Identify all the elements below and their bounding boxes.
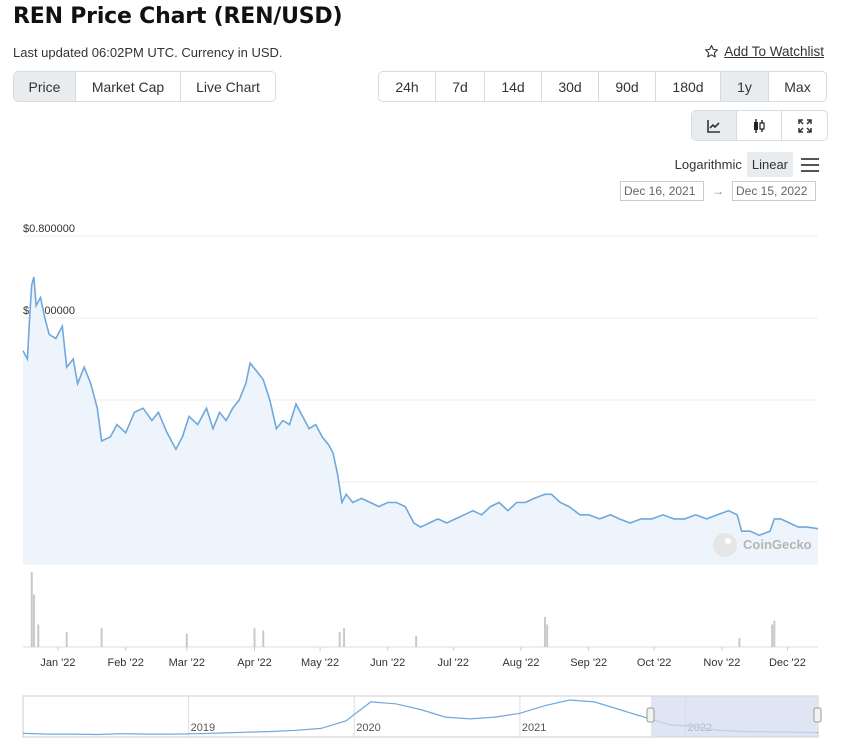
range-30d-button[interactable]: 30d — [542, 72, 599, 101]
linear-scale-button[interactable]: Linear — [746, 152, 793, 177]
volume-bar — [262, 630, 265, 647]
logarithmic-scale-button[interactable]: Logarithmic — [674, 157, 742, 172]
metric-tabs: Price Market Cap Live Chart — [13, 71, 276, 102]
navigator-left-handle[interactable] — [646, 707, 655, 723]
navigator-selection[interactable] — [651, 696, 817, 737]
volume-bar — [738, 638, 741, 647]
volume-bar — [546, 624, 549, 647]
last-updated-text: Last updated 06:02PM UTC. Currency in US… — [13, 45, 283, 60]
hamburger-menu-icon[interactable] — [801, 157, 819, 172]
line-chart-button[interactable] — [692, 111, 737, 140]
candlestick-button[interactable] — [737, 111, 782, 140]
y-tick-label: $0.800000 — [23, 223, 75, 235]
watchlist-label: Add To Watchlist — [724, 44, 824, 59]
volume-bar — [32, 594, 35, 647]
navigator-year-label: 2021 — [522, 722, 546, 734]
range-14d-button[interactable]: 14d — [485, 72, 542, 101]
volume-bar — [415, 635, 418, 647]
x-tick-label: Jun '22 — [370, 657, 405, 669]
watermark-label: CoinGecko — [743, 537, 812, 552]
range-180d-button[interactable]: 180d — [656, 72, 721, 101]
date-arrow: → — [712, 184, 724, 198]
range-24h-button[interactable]: 24h — [379, 72, 436, 101]
volume-bar — [100, 628, 103, 647]
volume-bar — [37, 624, 40, 647]
volume-bar — [338, 632, 341, 647]
x-tick-label: Nov '22 — [703, 657, 740, 669]
x-tick-label: Feb '22 — [107, 657, 143, 669]
page-title: REN Price Chart (REN/USD) — [13, 4, 343, 29]
add-to-watchlist-link[interactable]: Add To Watchlist — [704, 44, 824, 59]
navigator-right-handle[interactable] — [813, 707, 822, 723]
date-range-picker: Dec 16, 2021 → Dec 15, 2022 — [620, 181, 816, 201]
x-tick-label: Jan '22 — [40, 657, 75, 669]
navigator-year-label: 2019 — [191, 722, 215, 734]
star-icon — [705, 45, 719, 58]
volume-bar — [185, 633, 188, 647]
tab-live-chart[interactable]: Live Chart — [196, 78, 260, 95]
scale-toggle: Logarithmic Linear — [670, 152, 819, 177]
range-max-button[interactable]: Max — [784, 78, 811, 95]
date-from-input[interactable]: Dec 16, 2021 — [620, 181, 704, 201]
range-90d-button[interactable]: 90d — [599, 72, 656, 101]
tab-market-cap[interactable]: Market Cap — [76, 72, 181, 101]
candlestick-icon — [754, 118, 765, 133]
line-chart-icon — [707, 119, 720, 133]
x-tick-label: May '22 — [301, 657, 339, 669]
tab-price[interactable]: Price — [14, 72, 76, 101]
fullscreen-icon — [797, 118, 812, 133]
volume-bar — [253, 628, 256, 647]
x-tick-label: Jul '22 — [438, 657, 469, 669]
coingecko-watermark: CoinGecko — [713, 533, 812, 557]
x-tick-label: Aug '22 — [502, 657, 539, 669]
price-line — [22, 276, 819, 537]
navigator-year-label: 2020 — [356, 722, 380, 734]
gecko-logo-icon — [713, 533, 737, 557]
navigator[interactable]: 2019202020212022 — [22, 695, 822, 738]
date-to-input[interactable]: Dec 15, 2022 — [732, 181, 816, 201]
volume-bar — [543, 617, 546, 647]
volume-bar — [771, 624, 774, 647]
price-area — [23, 277, 818, 564]
x-tick-label: Sep '22 — [570, 657, 607, 669]
range-1y-button[interactable]: 1y — [721, 72, 769, 101]
volume-bar — [65, 632, 68, 647]
x-tick-label: Mar '22 — [169, 657, 205, 669]
volume-bar — [343, 628, 346, 647]
volume-bar — [773, 620, 776, 647]
range-tabs: 24h 7d 14d 30d 90d 180d 1y Max — [378, 71, 827, 102]
chart-type-tabs — [691, 110, 828, 141]
volume-bar — [30, 572, 33, 647]
fullscreen-button[interactable] — [782, 111, 827, 140]
range-7d-button[interactable]: 7d — [436, 72, 485, 101]
x-tick-label: Dec '22 — [769, 657, 806, 669]
x-tick-label: Apr '22 — [237, 657, 272, 669]
x-tick-label: Oct '22 — [637, 657, 672, 669]
